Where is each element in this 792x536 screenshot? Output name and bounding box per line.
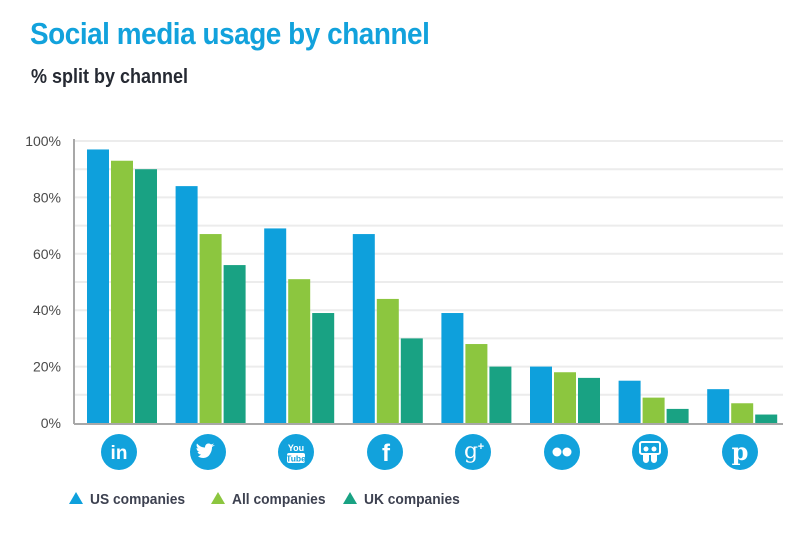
svg-text:f: f bbox=[382, 440, 391, 467]
svg-text:in: in bbox=[111, 443, 128, 464]
y-tick-label: 80% bbox=[33, 189, 61, 205]
bar-google-us bbox=[441, 313, 464, 423]
bar-twitter-uk bbox=[223, 265, 246, 423]
flickr-icon: Flickr bbox=[544, 434, 580, 470]
bar-youtube-us bbox=[264, 228, 287, 423]
twitter-icon: Twitter bbox=[190, 434, 226, 470]
linkedin-icon: LinkedInin bbox=[101, 434, 137, 470]
bar-pinterest-uk bbox=[755, 414, 778, 423]
y-tick-label: 100% bbox=[25, 133, 61, 149]
bar-linkedin-us bbox=[87, 149, 109, 423]
legend-label: US companies bbox=[90, 492, 185, 509]
legend-item: US companies bbox=[69, 492, 185, 509]
svg-text:g: g bbox=[464, 439, 478, 464]
bar-flickr-uk bbox=[578, 377, 600, 423]
bar-linkedin-uk bbox=[135, 169, 157, 423]
legend-item: All companies bbox=[211, 492, 326, 509]
bar-slideshare-all bbox=[642, 397, 665, 423]
bar-facebook-uk bbox=[400, 338, 423, 423]
bar-flickr-us bbox=[530, 366, 552, 423]
bar-pinterest-all bbox=[731, 403, 754, 423]
svg-text:p: p bbox=[732, 437, 749, 466]
facebook-icon: Facebook f bbox=[367, 434, 403, 470]
chart-subtitle: % split by channel bbox=[31, 66, 189, 88]
bar-youtube-all bbox=[288, 279, 311, 423]
y-tick-label: 0% bbox=[41, 415, 61, 431]
bar-facebook-all bbox=[376, 298, 399, 423]
svg-text:Tube: Tube bbox=[286, 454, 306, 464]
y-tick-label: 20% bbox=[33, 359, 61, 375]
legend-item: UK companies bbox=[343, 492, 460, 509]
svg-text:+: + bbox=[478, 441, 484, 453]
pinterest-icon: Pinterest p bbox=[722, 434, 758, 470]
bar-slideshare-us bbox=[618, 380, 641, 423]
legend-triangle-icon bbox=[211, 492, 225, 504]
y-tick-label: 40% bbox=[33, 302, 61, 318]
bar-twitter-all bbox=[199, 234, 222, 423]
legend-label: All companies bbox=[232, 492, 326, 509]
bar-flickr-all bbox=[554, 372, 576, 423]
bar-pinterest-us bbox=[707, 389, 730, 423]
slideshare-icon: SlideShare bbox=[632, 434, 668, 470]
legend-triangle-icon bbox=[343, 492, 357, 504]
bar-youtube-uk bbox=[312, 313, 335, 423]
chart-title: Social media usage by channel bbox=[30, 16, 430, 51]
bar-google-all bbox=[465, 344, 488, 423]
legend-label: UK companies bbox=[364, 492, 460, 509]
bar-facebook-us bbox=[352, 234, 375, 423]
google-plus-icon: Google+ g + bbox=[455, 434, 491, 470]
bar-slideshare-uk bbox=[666, 408, 689, 423]
bar-twitter-us bbox=[175, 186, 198, 423]
legend-triangle-icon bbox=[69, 492, 83, 504]
svg-text:You: You bbox=[288, 443, 304, 453]
bar-google-uk bbox=[489, 366, 512, 423]
bar-linkedin-all bbox=[111, 160, 133, 424]
y-tick-label: 60% bbox=[33, 246, 61, 262]
